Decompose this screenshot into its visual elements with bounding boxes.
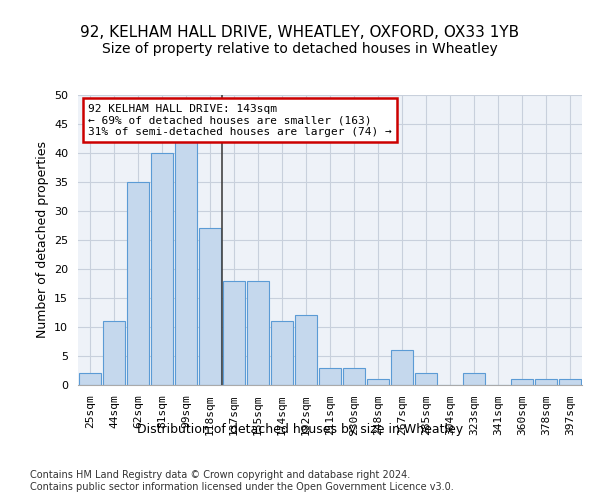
Text: 92 KELHAM HALL DRIVE: 143sqm
← 69% of detached houses are smaller (163)
31% of s: 92 KELHAM HALL DRIVE: 143sqm ← 69% of de… (88, 104, 392, 137)
Bar (319, 368, 341, 385)
Bar (151, 153, 173, 385)
Bar (367, 379, 389, 385)
Text: Size of property relative to detached houses in Wheatley: Size of property relative to detached ho… (102, 42, 498, 56)
Bar (127, 182, 149, 385)
Bar (343, 368, 365, 385)
Text: Distribution of detached houses by size in Wheatley: Distribution of detached houses by size … (137, 422, 463, 436)
Bar (103, 321, 125, 385)
Bar (295, 316, 317, 385)
Bar (247, 280, 269, 385)
Text: Contains HM Land Registry data © Crown copyright and database right 2024.
Contai: Contains HM Land Registry data © Crown c… (30, 470, 454, 492)
Bar (199, 228, 221, 385)
Bar (271, 321, 293, 385)
Text: 92, KELHAM HALL DRIVE, WHEATLEY, OXFORD, OX33 1YB: 92, KELHAM HALL DRIVE, WHEATLEY, OXFORD,… (80, 25, 520, 40)
Bar (415, 374, 437, 385)
Bar (223, 280, 245, 385)
Bar (559, 379, 581, 385)
Bar (511, 379, 533, 385)
Y-axis label: Number of detached properties: Number of detached properties (35, 142, 49, 338)
Bar (175, 142, 197, 385)
Bar (391, 350, 413, 385)
Bar (79, 374, 101, 385)
Bar (463, 374, 485, 385)
Bar (535, 379, 557, 385)
